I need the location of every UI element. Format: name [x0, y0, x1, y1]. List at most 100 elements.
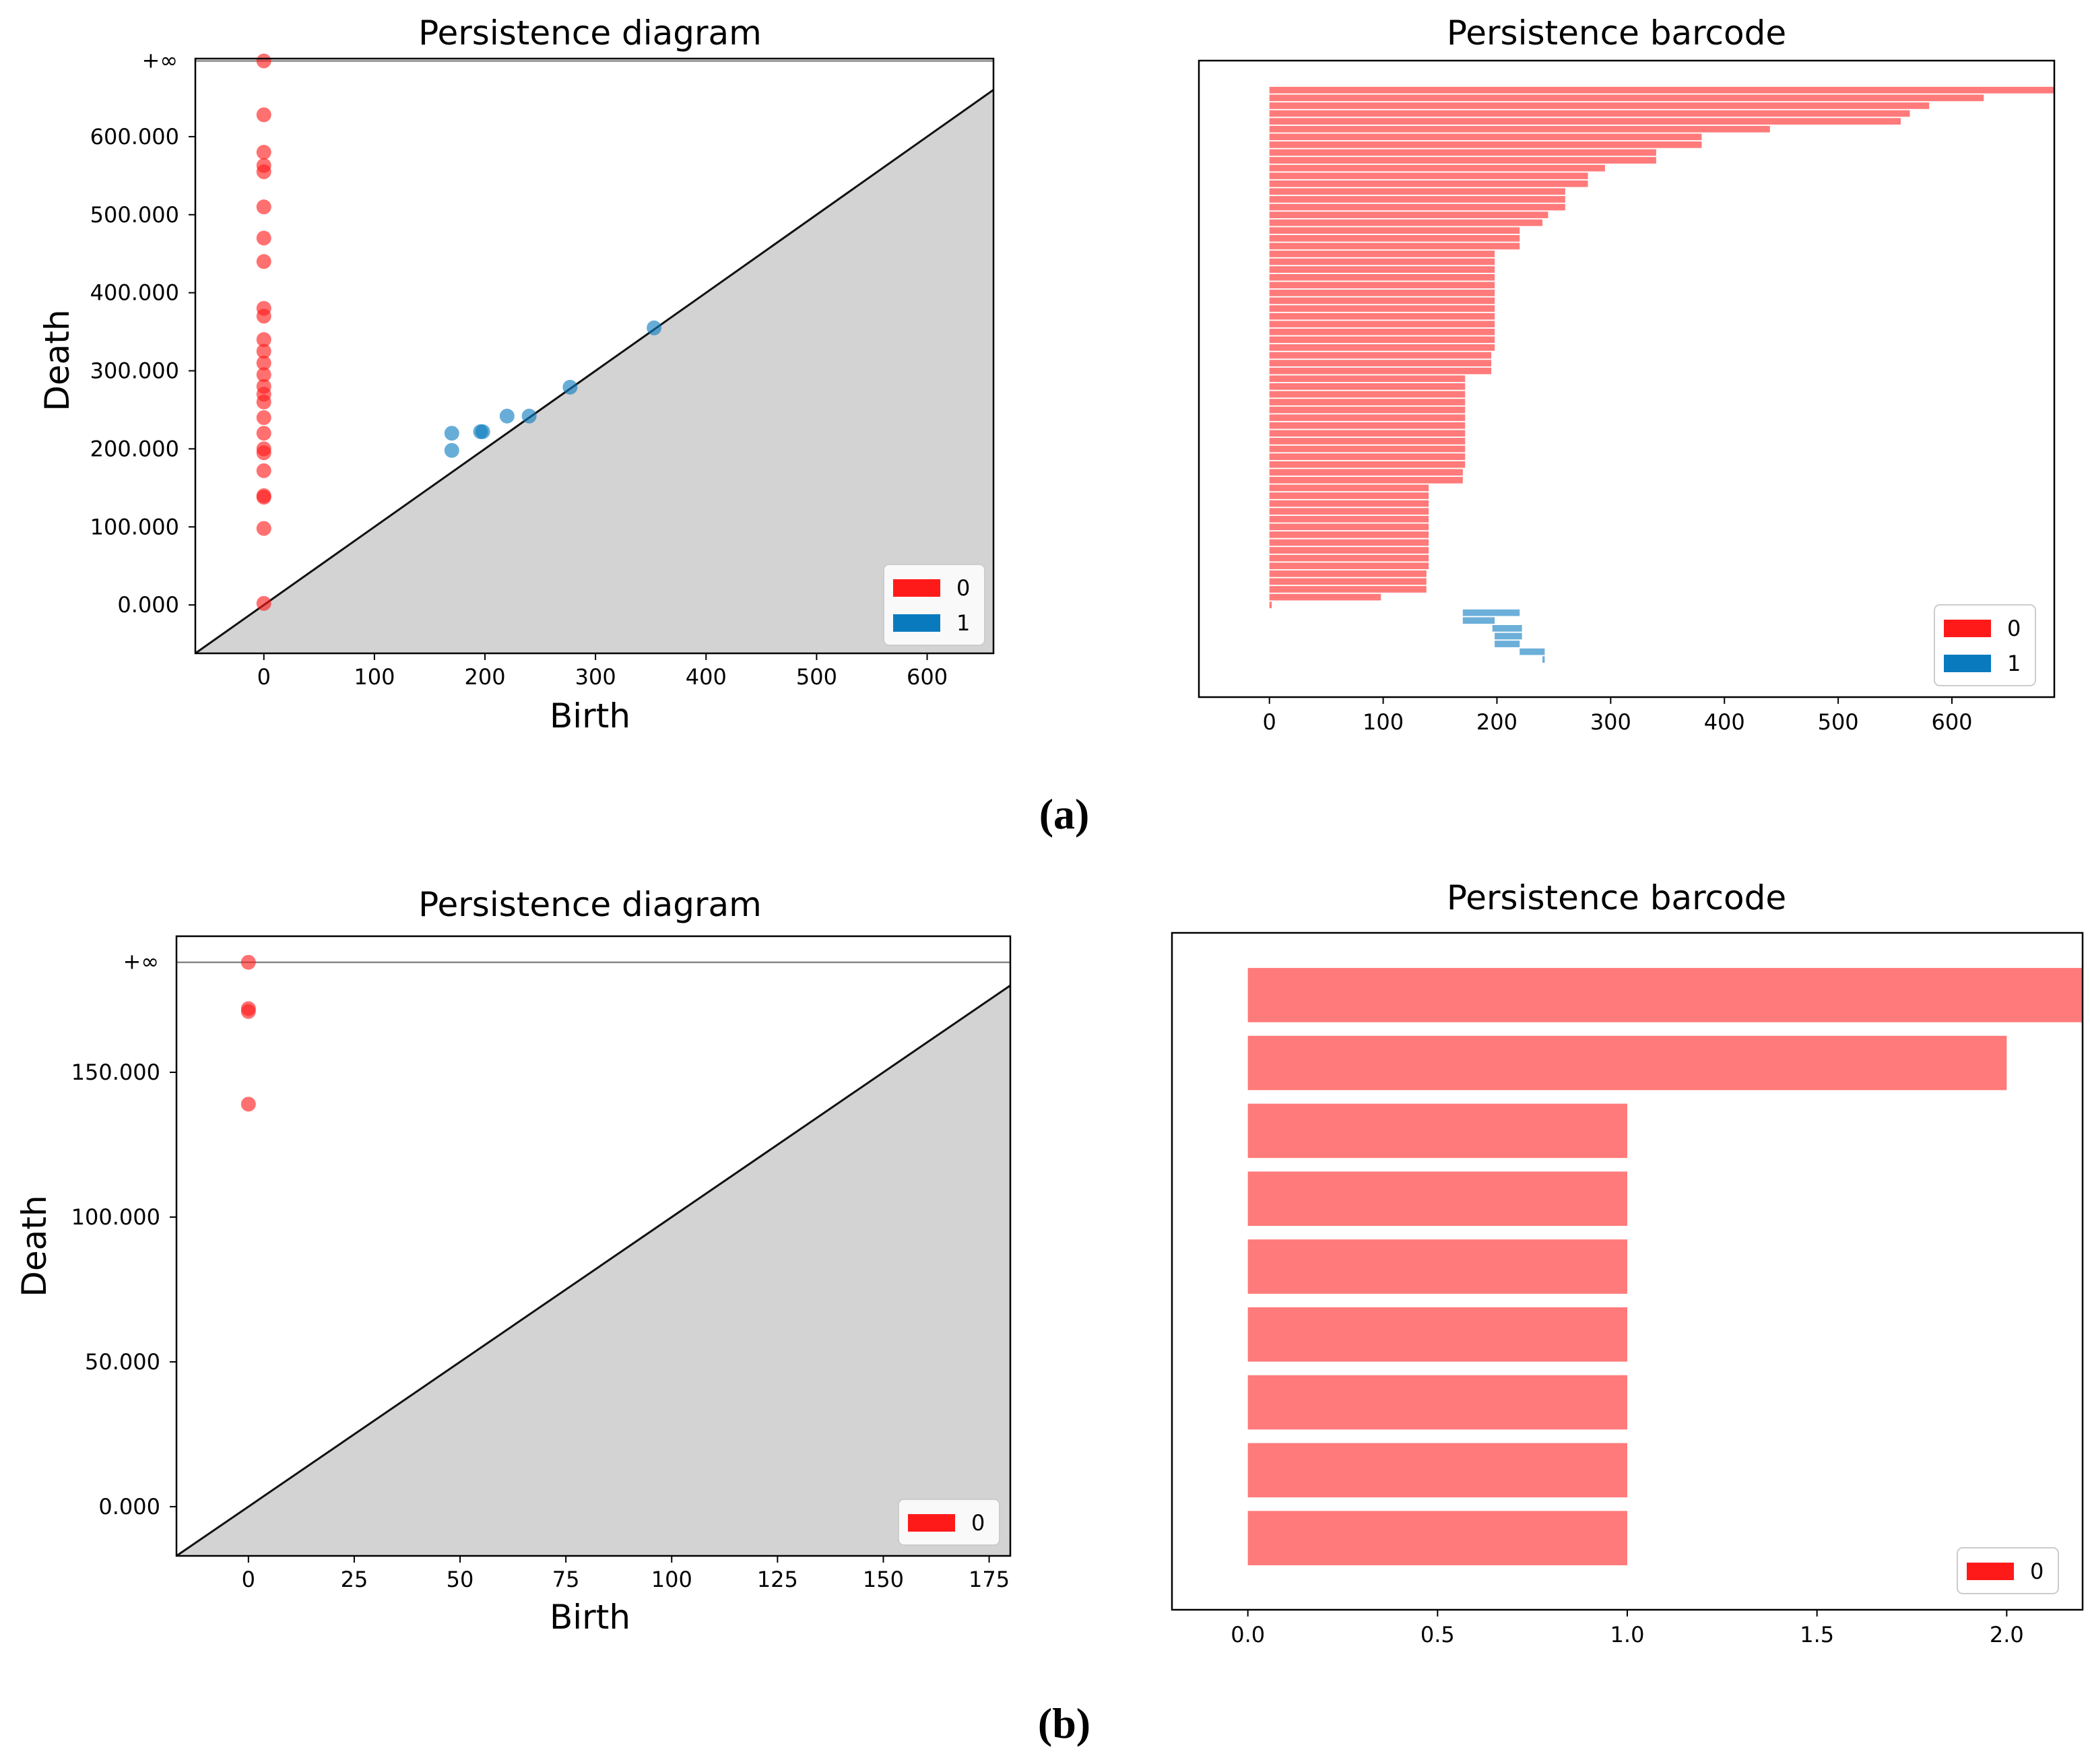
- a-barcode-bar-dim0: [1269, 391, 1466, 398]
- a-diagram-point-dim0: [256, 355, 271, 370]
- b-barcode-xtick-label: 0.0: [1231, 1622, 1265, 1647]
- a-barcode-bar-dim0: [1269, 469, 1463, 476]
- a-diagram-xtick-label: 100: [354, 664, 395, 690]
- a-barcode-xtick-label: 200: [1476, 709, 1517, 735]
- panel-a-diagram-title: Persistence diagram: [418, 13, 762, 53]
- b-diagram-xtick-label: 50: [447, 1567, 474, 1592]
- b-diagram-point-dim0: [240, 1004, 256, 1019]
- a-barcode-legend-swatch-dim1: [1944, 655, 1991, 672]
- a-barcode-bar-dim0: [1269, 297, 1495, 304]
- a-diagram-ytick-label: 200.000: [90, 436, 179, 461]
- a-barcode-bar-dim0: [1269, 188, 1565, 195]
- panel-b-barcode: Persistence barcode 0.0 0.5 1.0 1.5 2.0 0: [1171, 878, 2084, 1647]
- b-diagram-xtick-label: 25: [341, 1567, 368, 1592]
- a-barcode-bar-dim0: [1269, 578, 1427, 585]
- b-diagram-legend-swatch-dim0: [908, 1514, 955, 1532]
- a-barcode-bar-dim0: [1269, 500, 1429, 507]
- b-diagram-ytick-label: 150.000: [71, 1059, 160, 1085]
- b-barcode-xtick-label: 1.0: [1610, 1622, 1645, 1647]
- b-diagram-ytick-label: 0.000: [98, 1494, 160, 1520]
- a-diagram-point-dim0: [256, 521, 271, 536]
- a-barcode-bar-dim0: [1269, 508, 1429, 515]
- a-diagram-point-dim0: [256, 595, 271, 611]
- panel-b-diagram: Persistence diagram +∞ 0 25 50 75 100 125 150 17…: [15, 885, 1012, 1637]
- a-diagram-xtick-label: 400: [686, 664, 727, 690]
- a-barcode-bar-dim1: [1462, 609, 1520, 616]
- a-barcode-bar-dim0: [1269, 586, 1427, 593]
- b-diagram-ytick-label: 100.000: [71, 1204, 160, 1230]
- a-barcode-bar-dim0: [1269, 211, 1548, 218]
- a-barcode-bar-dim0: [1269, 94, 1984, 102]
- a-barcode-legend-label-dim0: 0: [2007, 616, 2021, 641]
- a-barcode-bar-dim0: [1269, 149, 1656, 156]
- a-diagram-point-dim0: [256, 53, 271, 69]
- a-barcode-bar-dim0: [1269, 484, 1429, 492]
- a-barcode-bar-dim0: [1269, 593, 1381, 601]
- a-barcode-bar-dim0: [1269, 476, 1463, 484]
- b-barcode-bar-dim0: [1247, 1375, 1627, 1430]
- a-barcode-legend-swatch-dim0: [1944, 620, 1991, 637]
- a-barcode-bar-dim0: [1269, 157, 1656, 164]
- a-barcode-bar-dim1: [1492, 625, 1522, 632]
- a-diagram-point-dim0: [256, 145, 271, 160]
- a-barcode-bar-dim0: [1269, 336, 1495, 344]
- a-diagram-ytick-label: 0.000: [117, 592, 179, 618]
- a-barcode-xtick-label: 100: [1363, 709, 1404, 735]
- a-diagram-point-dim0: [256, 344, 271, 359]
- a-diagram-point-dim0: [256, 107, 271, 123]
- a-barcode-xtick-label: 300: [1590, 709, 1631, 735]
- a-barcode-bar-dim1: [1495, 632, 1522, 640]
- b-barcode-bar-dim0: [1247, 1035, 2007, 1090]
- a-barcode-bar-dim0: [1269, 515, 1429, 523]
- a-diagram-point-dim1: [475, 424, 490, 439]
- a-barcode-bar-dim0: [1269, 164, 1605, 172]
- b-diagram-point-dim0: [240, 1097, 256, 1112]
- a-barcode-bar-dim0: [1269, 492, 1429, 499]
- a-diagram-point-dim0: [256, 308, 271, 324]
- a-diagram-point-dim0: [256, 164, 271, 180]
- a-barcode-bar-dim0: [1269, 118, 1901, 125]
- a-barcode-bar-dim0: [1269, 258, 1495, 265]
- a-diagram-point-dim0: [256, 490, 271, 505]
- b-barcode-bar-dim0: [1247, 1511, 1627, 1565]
- a-barcode-bar-dim0: [1269, 539, 1429, 546]
- a-barcode-bar-dim0: [1269, 562, 1429, 570]
- b-barcode-bar-dim0: [1247, 1171, 1627, 1227]
- a-barcode-bar-dim0: [1269, 321, 1495, 328]
- a-barcode-legend-label-dim1: 1: [2007, 651, 2021, 676]
- a-diagram-ytick-label: 600.000: [90, 124, 179, 150]
- b-diagram-xtick-label: 125: [757, 1567, 798, 1592]
- a-diagram-point-dim0: [256, 199, 271, 215]
- a-barcode-bar-dim0: [1269, 367, 1492, 374]
- a-diagram-point-dim1: [562, 379, 578, 395]
- a-diagram-point-dim0: [256, 426, 271, 441]
- a-barcode-bar-dim0: [1269, 406, 1466, 414]
- b-diagram-xtick-label: 100: [651, 1567, 692, 1592]
- a-barcode-bar-dim0: [1269, 242, 1520, 250]
- a-diagram-infinity-label: +∞: [142, 47, 178, 73]
- a-barcode-xtick-label: 500: [1818, 709, 1859, 735]
- b-diagram-xtick-label: 150: [863, 1567, 904, 1592]
- a-barcode-bar-dim0: [1269, 422, 1466, 429]
- a-diagram-ytick-label: 500.000: [90, 202, 179, 228]
- a-barcode-bar-dim0: [1269, 547, 1429, 554]
- panel-a-barcode-plot: 0 100 200 300 400 500 600 0 1: [1198, 59, 2056, 735]
- a-barcode-bar-dim0: [1269, 141, 1702, 148]
- a-diagram-xtick-label: 0: [257, 664, 271, 690]
- a-diagram-point-dim1: [444, 443, 459, 458]
- a-barcode-bar-dim0: [1269, 125, 1770, 133]
- a-barcode-bar-dim0: [1269, 266, 1495, 273]
- b-barcode-xtick-label: 0.5: [1420, 1622, 1455, 1647]
- panel-b-barcode-title: Persistence barcode: [1447, 878, 1786, 917]
- a-barcode-bar-dim0: [1269, 554, 1429, 562]
- a-diagram-point-dim0: [256, 230, 271, 246]
- a-barcode-bar-dim0: [1269, 290, 1495, 296]
- a-barcode-bar-dim0: [1269, 282, 1495, 289]
- a-barcode-bar-dim0: [1269, 86, 2054, 94]
- b-barcode-bar-dim0: [1247, 968, 2083, 1022]
- a-diagram-ytick-label: 300.000: [90, 358, 179, 384]
- a-barcode-bar-dim0: [1269, 219, 1543, 226]
- panel-b-barcode-plot: 0.0 0.5 1.0 1.5 2.0 0: [1171, 932, 2084, 1647]
- a-diagram-axes-frame: [194, 57, 995, 655]
- a-diagram-legend-label-dim1: 1: [956, 610, 970, 636]
